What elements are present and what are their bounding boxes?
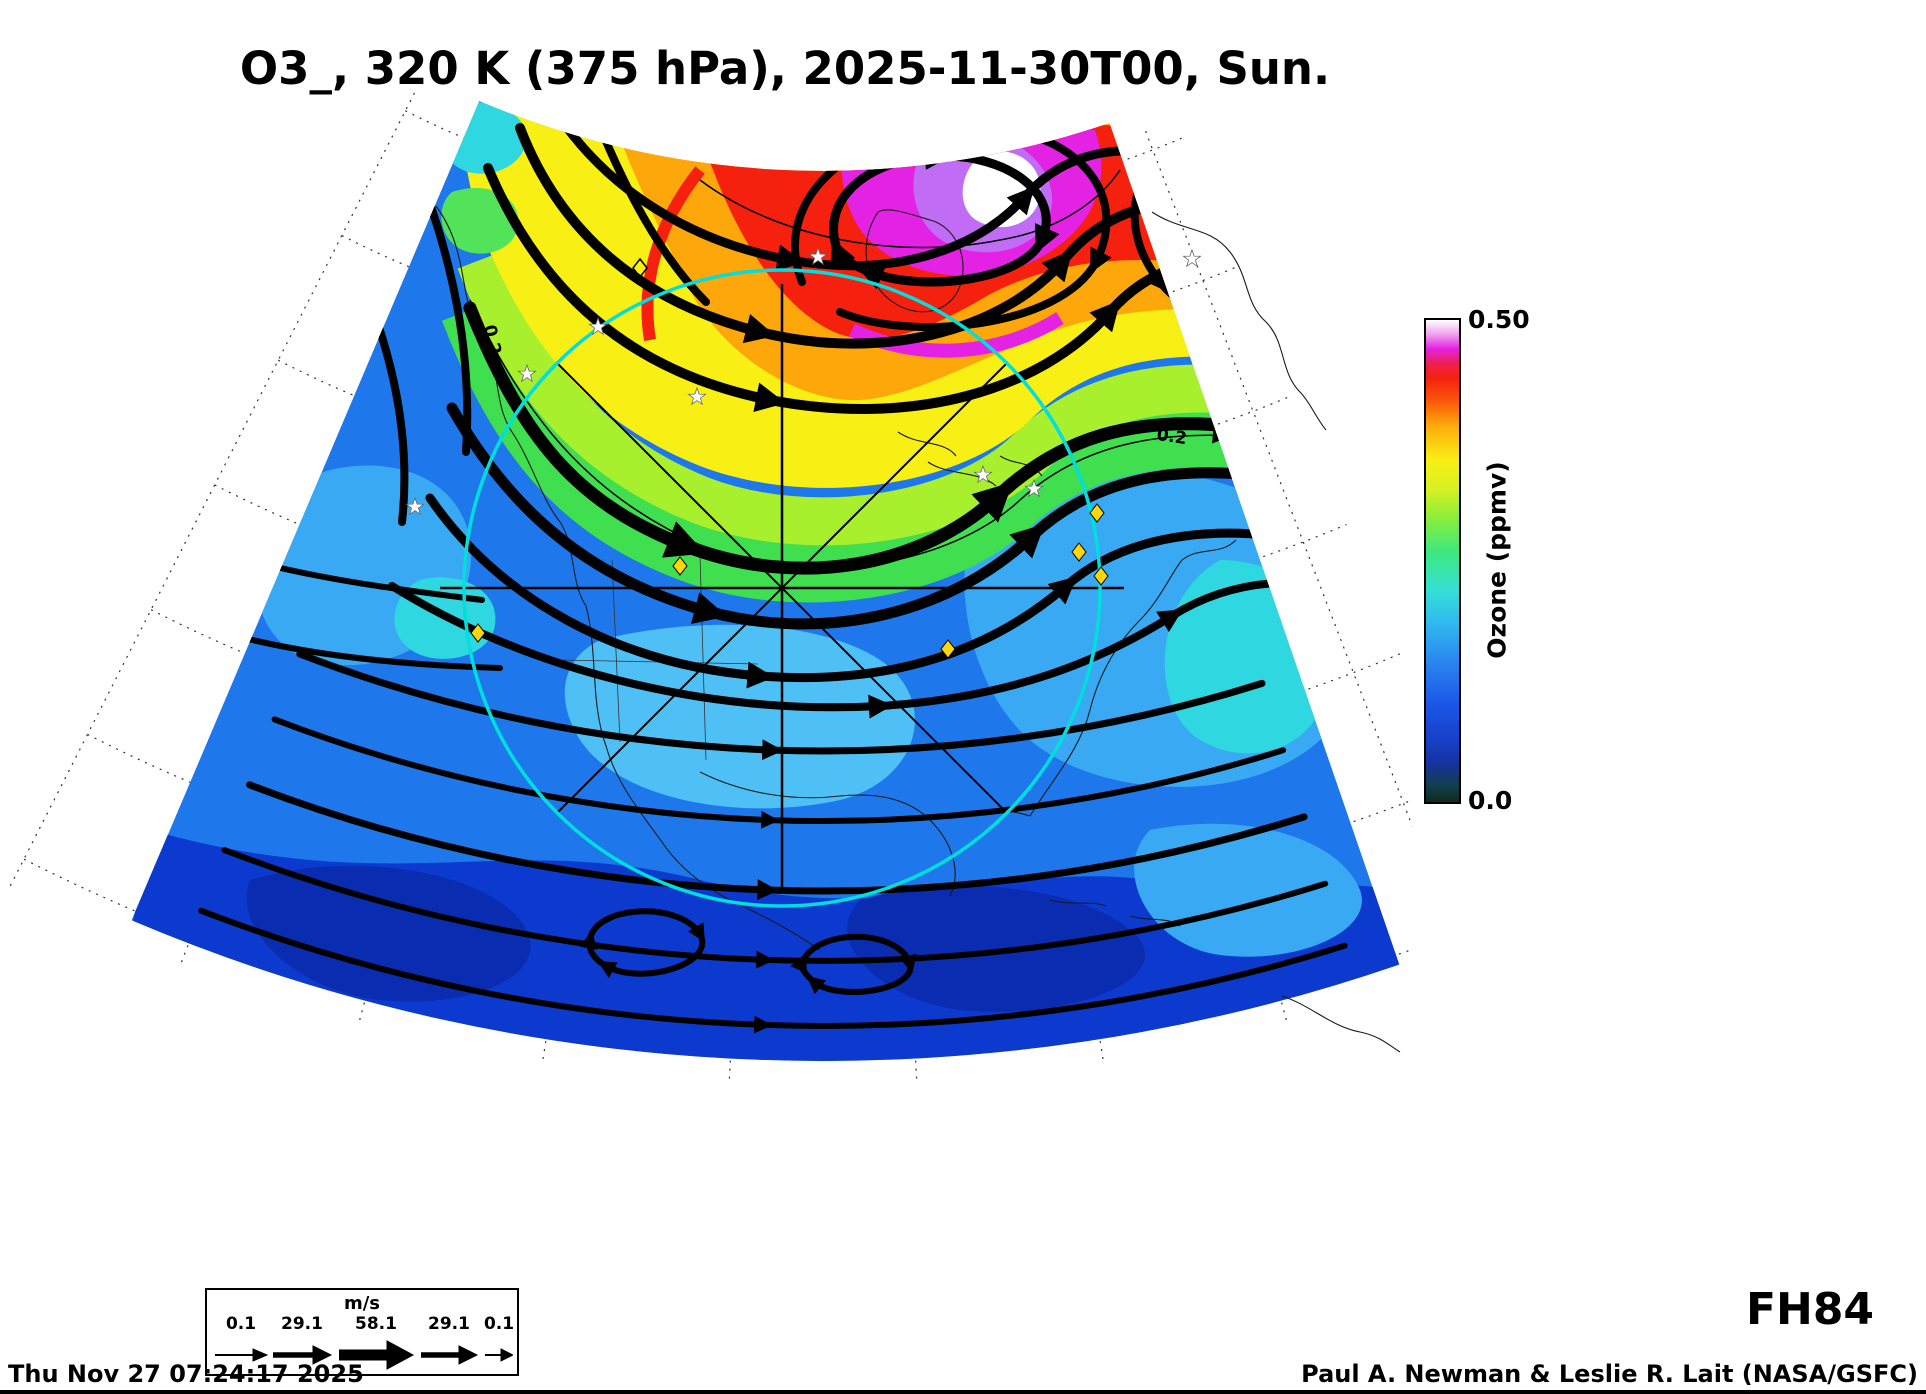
wind-legend-value: 0.1: [225, 1314, 257, 1334]
wind-legend-value: 29.1: [428, 1314, 470, 1334]
wind-legend-arrows-icon: [215, 1340, 513, 1370]
range-circle: [462, 268, 1102, 908]
wind-legend-value: 58.1: [355, 1314, 397, 1334]
contour-label-right: 0.2: [1155, 425, 1188, 449]
colorbar: [1424, 318, 1461, 804]
wind-legend-unit: m/s: [343, 1293, 381, 1314]
wind-speed-legend: m/s 0.1 29.1 58.1 29.1 0.1: [205, 1288, 519, 1376]
bottom-rule: [0, 1390, 1926, 1394]
colorbar-axis-label: Ozone (ppmv): [1482, 461, 1512, 659]
credit: Paul A. Newman & Leslie R. Lait (NASA/GS…: [1301, 1360, 1918, 1388]
range-rings: [440, 268, 1124, 908]
page-title: O3_, 320 K (375 hPa), 2025-11-30T00, Sun…: [239, 42, 1331, 95]
colorbar-tick-min: 0.0: [1468, 786, 1513, 815]
timestamp: Thu Nov 27 07:24:17 2025: [8, 1360, 364, 1388]
wind-legend-value: 0.1: [483, 1314, 515, 1334]
forecast-hour-label: FH84: [1745, 1284, 1875, 1335]
star-marker: [1182, 249, 1202, 267]
wind-legend-value: 29.1: [281, 1314, 323, 1334]
colorbar-tick-max: 0.50: [1468, 305, 1530, 334]
